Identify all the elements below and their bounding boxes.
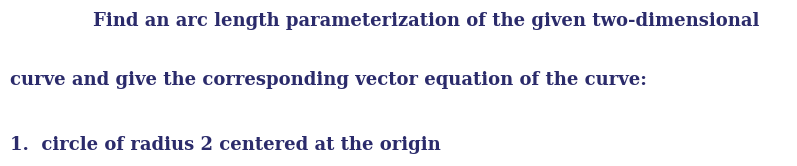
Text: curve and give the corresponding vector equation of the curve:: curve and give the corresponding vector … [10,71,647,89]
Text: 1.  circle of radius 2 centered at the origin: 1. circle of radius 2 centered at the or… [10,136,441,154]
Text: Find an arc length parameterization of the given two-dimensional: Find an arc length parameterization of t… [93,12,760,30]
